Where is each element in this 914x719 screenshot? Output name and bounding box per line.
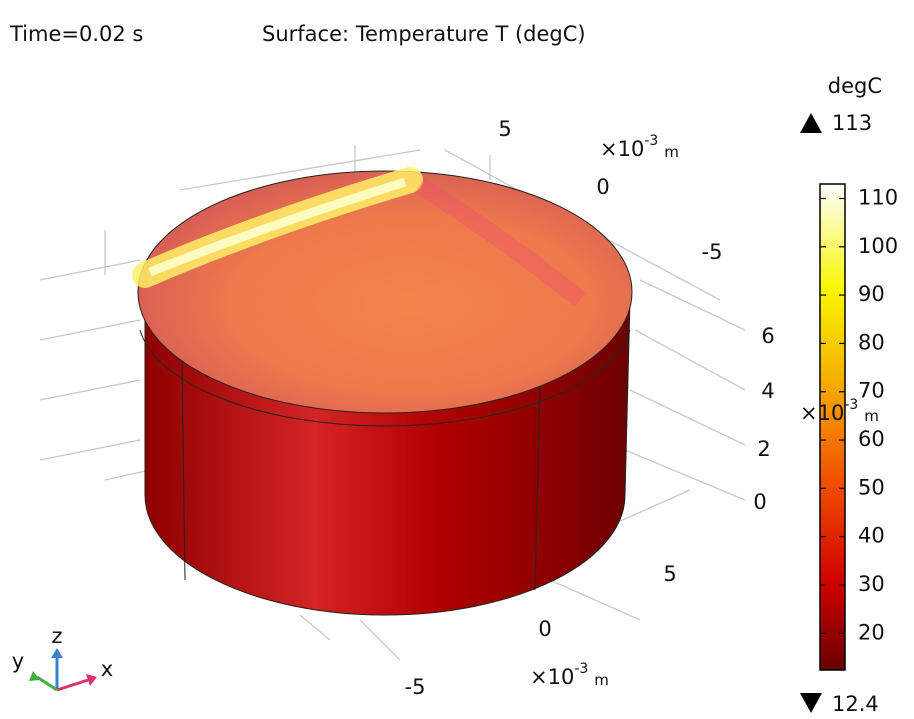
z-tick: 4 [761,379,774,403]
y-scale: ×10-3 m [600,133,679,161]
scale-base: ×10 [600,137,644,161]
scale-exponent: -3 [644,133,658,149]
triad: z y x [12,624,113,690]
triad-z: z [51,624,62,648]
colorbar-tick-label: 90 [858,282,885,306]
scale-exponent: -3 [844,397,858,413]
scale-unit: m [594,671,609,689]
min-arrow [800,693,822,713]
colorbar-tick-label: 70 [858,379,885,403]
colorbar-unit: degC [828,74,882,98]
z-tick: 6 [761,324,774,348]
colorbar-tick-label: 80 [858,330,885,354]
x-tick: -5 [405,675,426,699]
plot-title: Surface: Temperature T (degC) [262,22,586,46]
colorbar-tick-label: 30 [858,572,885,596]
colorbar-tick-label: 100 [858,234,898,258]
y-tick: 5 [498,117,511,141]
time-label: Time=0.02 s [9,22,143,46]
z-tick: 2 [757,437,770,461]
plot: Time=0.02 s Surface: Temperature T (degC… [0,0,914,715]
colorbar-min: 12.4 [832,692,879,715]
colorbar-tick-label: 60 [858,427,885,451]
colorbar-max: 113 [832,111,872,135]
colorbar-tick-label: 50 [858,475,885,499]
x-tick: 5 [663,562,676,586]
cylinder [138,171,632,615]
triad-x: x [101,657,113,681]
z-tick: 0 [753,490,766,514]
max-arrow [800,113,822,133]
scale-unit: m [864,407,879,425]
y-tick: -5 [702,240,723,264]
scale-exponent: -3 [574,661,588,677]
scale-base: ×10 [530,665,574,689]
x-tick: 0 [538,617,551,641]
scale-unit: m [664,143,679,161]
colorbar-tick-label: 20 [858,620,885,644]
scale-base: ×10 [800,401,844,425]
y-tick: 0 [596,175,609,199]
colorbar-tick-label: 110 [858,185,898,209]
triad-y: y [12,649,24,673]
colorbar-tick-label: 40 [858,524,885,548]
colorbar [820,184,845,670]
x-scale: ×10-3 m [530,661,609,689]
